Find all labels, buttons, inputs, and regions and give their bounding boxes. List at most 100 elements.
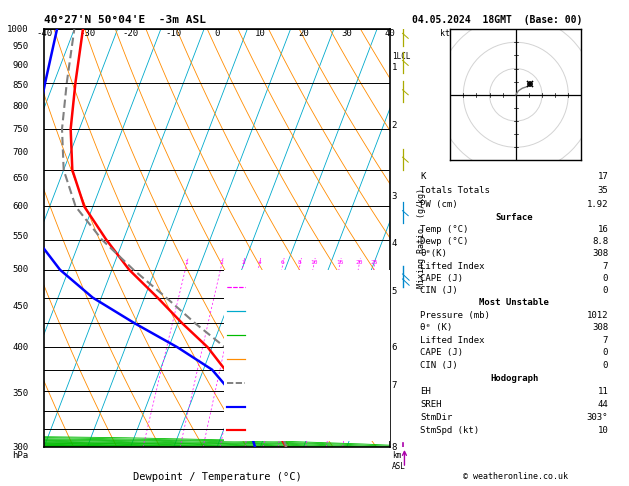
Text: Lifted Index: Lifted Index xyxy=(420,336,485,345)
Text: Dry Adiabat: Dry Adiabat xyxy=(248,354,299,364)
Text: Most Unstable: Most Unstable xyxy=(479,298,549,307)
Text: 25: 25 xyxy=(370,260,378,265)
Text: 10: 10 xyxy=(598,426,608,435)
Text: Hodograph: Hodograph xyxy=(490,374,538,383)
Text: 350: 350 xyxy=(13,389,28,398)
Text: -40: -40 xyxy=(36,29,52,38)
Text: Dewpoint: Dewpoint xyxy=(248,402,285,411)
Text: CAPE (J): CAPE (J) xyxy=(420,348,463,358)
Text: θᵉ (K): θᵉ (K) xyxy=(420,323,452,332)
Text: Wet Adiabat: Wet Adiabat xyxy=(248,330,299,340)
Text: 40: 40 xyxy=(384,29,396,38)
Text: Dewp (°C): Dewp (°C) xyxy=(420,237,469,246)
Text: 3: 3 xyxy=(392,192,397,201)
Text: 450: 450 xyxy=(13,302,28,311)
Text: Dewpoint: Dewpoint xyxy=(248,402,285,411)
Text: -30: -30 xyxy=(79,29,96,38)
Text: 300: 300 xyxy=(13,443,28,451)
Text: 8.8: 8.8 xyxy=(592,237,608,246)
Text: 0: 0 xyxy=(214,29,220,38)
Text: CAPE (J): CAPE (J) xyxy=(420,274,463,283)
Text: 17: 17 xyxy=(598,173,608,181)
Text: 800: 800 xyxy=(13,102,28,111)
Text: 6: 6 xyxy=(392,343,397,352)
Text: -20: -20 xyxy=(123,29,138,38)
Text: PW (cm): PW (cm) xyxy=(420,200,458,209)
Text: 30: 30 xyxy=(342,29,352,38)
Text: km
ASL: km ASL xyxy=(392,451,406,471)
Text: 7: 7 xyxy=(603,261,608,271)
Text: 850: 850 xyxy=(13,81,28,90)
Text: 8: 8 xyxy=(392,443,397,451)
Text: 308: 308 xyxy=(592,323,608,332)
Text: 15: 15 xyxy=(336,260,343,265)
Text: 7: 7 xyxy=(392,381,397,390)
Text: StmSpd (kt): StmSpd (kt) xyxy=(420,426,479,435)
Text: 5: 5 xyxy=(392,287,397,296)
Text: Temperature: Temperature xyxy=(248,426,299,435)
Text: Totals Totals: Totals Totals xyxy=(420,186,490,195)
Text: Lifted Index: Lifted Index xyxy=(420,261,485,271)
Text: Dry Adiabat: Dry Adiabat xyxy=(248,354,299,364)
Text: CIN (J): CIN (J) xyxy=(420,361,458,370)
Bar xyxy=(224,270,390,441)
Text: hPa: hPa xyxy=(13,451,28,460)
Text: 40°27'N 50°04'E  -3m ASL: 40°27'N 50°04'E -3m ASL xyxy=(44,15,206,25)
Text: 1000: 1000 xyxy=(7,25,28,34)
Text: kt: kt xyxy=(440,29,450,38)
Text: 0: 0 xyxy=(603,348,608,358)
Text: 7: 7 xyxy=(603,336,608,345)
Text: 308: 308 xyxy=(592,249,608,259)
Text: Isotherm: Isotherm xyxy=(248,307,285,316)
Text: StmDir: StmDir xyxy=(420,413,452,422)
Text: Temperature: Temperature xyxy=(248,426,299,435)
Text: Isotherm: Isotherm xyxy=(248,307,285,316)
Text: K: K xyxy=(420,173,426,181)
Text: 10: 10 xyxy=(310,260,318,265)
Text: 16: 16 xyxy=(598,225,608,234)
Text: Pressure (mb): Pressure (mb) xyxy=(420,311,490,320)
Text: 4: 4 xyxy=(257,260,261,265)
Text: 500: 500 xyxy=(13,265,28,274)
Text: Parcel Trajectory: Parcel Trajectory xyxy=(248,378,327,387)
Text: 1.92: 1.92 xyxy=(587,200,608,209)
Text: 2: 2 xyxy=(392,121,397,130)
Text: 1: 1 xyxy=(184,260,188,265)
Text: SREH: SREH xyxy=(420,400,442,409)
Text: EH: EH xyxy=(420,387,431,396)
Text: 8: 8 xyxy=(298,260,302,265)
Text: 950: 950 xyxy=(13,42,28,52)
Text: 900: 900 xyxy=(13,61,28,70)
Text: 750: 750 xyxy=(13,124,28,134)
Text: 3: 3 xyxy=(242,260,245,265)
Text: 650: 650 xyxy=(13,174,28,183)
Text: 0: 0 xyxy=(603,286,608,295)
Text: 20: 20 xyxy=(355,260,363,265)
Text: 35: 35 xyxy=(598,186,608,195)
Text: 11: 11 xyxy=(598,387,608,396)
Text: 20: 20 xyxy=(298,29,309,38)
Text: © weatheronline.co.uk: © weatheronline.co.uk xyxy=(464,472,568,481)
Text: θᵉ(K): θᵉ(K) xyxy=(420,249,447,259)
Text: Mixing Ratio: Mixing Ratio xyxy=(248,283,304,292)
Text: Mixing Ratio: Mixing Ratio xyxy=(248,283,304,292)
Text: 400: 400 xyxy=(13,343,28,352)
Text: 4: 4 xyxy=(392,239,397,247)
Text: Temp (°C): Temp (°C) xyxy=(420,225,469,234)
Text: 303°: 303° xyxy=(587,413,608,422)
Text: 550: 550 xyxy=(13,232,28,241)
Text: 1LCL: 1LCL xyxy=(392,52,410,61)
Text: 600: 600 xyxy=(13,202,28,211)
Text: Surface: Surface xyxy=(496,213,533,222)
Text: Mixing Ratio  (g/kg): Mixing Ratio (g/kg) xyxy=(416,188,426,288)
Text: -10: -10 xyxy=(165,29,182,38)
Text: 44: 44 xyxy=(598,400,608,409)
Text: 700: 700 xyxy=(13,149,28,157)
Text: 1012: 1012 xyxy=(587,311,608,320)
Text: Wet Adiabat: Wet Adiabat xyxy=(248,330,299,340)
Text: 2: 2 xyxy=(220,260,223,265)
Text: Dewpoint / Temperature (°C): Dewpoint / Temperature (°C) xyxy=(133,472,301,482)
Text: Parcel Trajectory: Parcel Trajectory xyxy=(248,378,327,387)
Text: 04.05.2024  18GMT  (Base: 00): 04.05.2024 18GMT (Base: 00) xyxy=(412,15,582,25)
Text: 1: 1 xyxy=(392,63,397,72)
